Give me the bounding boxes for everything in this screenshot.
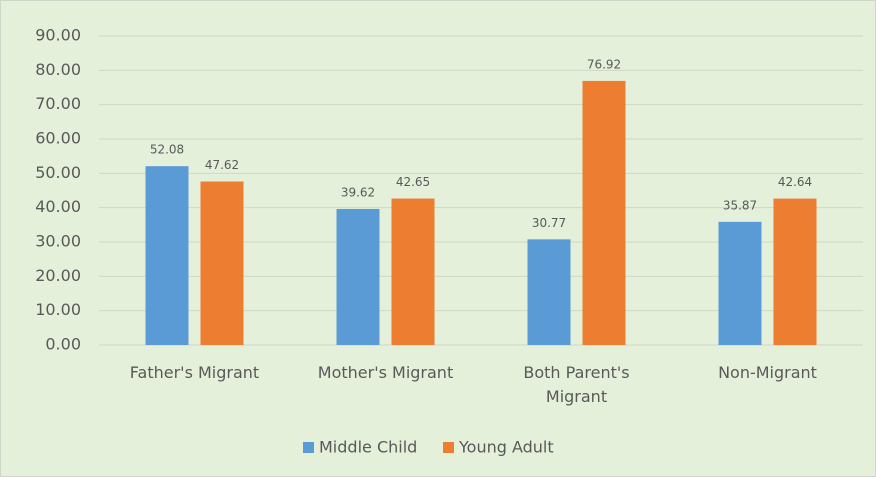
x-tick-label: Mother's Migrant xyxy=(317,363,454,382)
data-label: 42.64 xyxy=(778,175,812,189)
bar xyxy=(336,208,380,345)
y-tick-label: 40.00 xyxy=(35,197,81,216)
y-tick-label: 90.00 xyxy=(35,26,81,45)
data-label: 42.65 xyxy=(396,175,430,189)
bar xyxy=(718,221,762,345)
legend-label: Middle Child xyxy=(319,438,417,457)
y-tick-label: 10.00 xyxy=(35,300,81,319)
bar xyxy=(773,198,817,345)
x-tick-label: Non-Migrant xyxy=(718,363,817,382)
data-label: 35.87 xyxy=(723,198,757,212)
bar xyxy=(145,166,189,345)
legend-swatch xyxy=(443,442,454,453)
data-label: 52.08 xyxy=(150,143,184,157)
data-label: 76.92 xyxy=(587,57,621,71)
legend-swatch xyxy=(303,442,314,453)
bar xyxy=(391,198,435,345)
y-tick-label: 60.00 xyxy=(35,129,81,148)
x-tick-label: Both Parent's Migrant xyxy=(523,363,630,406)
legend-label: Young Adult xyxy=(458,438,554,457)
bar xyxy=(527,239,571,345)
y-tick-label: 70.00 xyxy=(35,94,81,113)
data-label: 47.62 xyxy=(205,158,239,172)
y-tick-label: 80.00 xyxy=(35,60,81,79)
data-label: 39.62 xyxy=(341,185,375,199)
y-tick-label: 20.00 xyxy=(35,266,81,285)
bar xyxy=(200,181,244,345)
data-label: 30.77 xyxy=(532,216,566,230)
y-tick-label: 30.00 xyxy=(35,232,81,251)
x-tick-label: Father's Migrant xyxy=(129,363,260,382)
y-tick-label: 50.00 xyxy=(35,163,81,182)
bar xyxy=(582,80,626,346)
y-tick-label: 0.00 xyxy=(45,335,81,354)
